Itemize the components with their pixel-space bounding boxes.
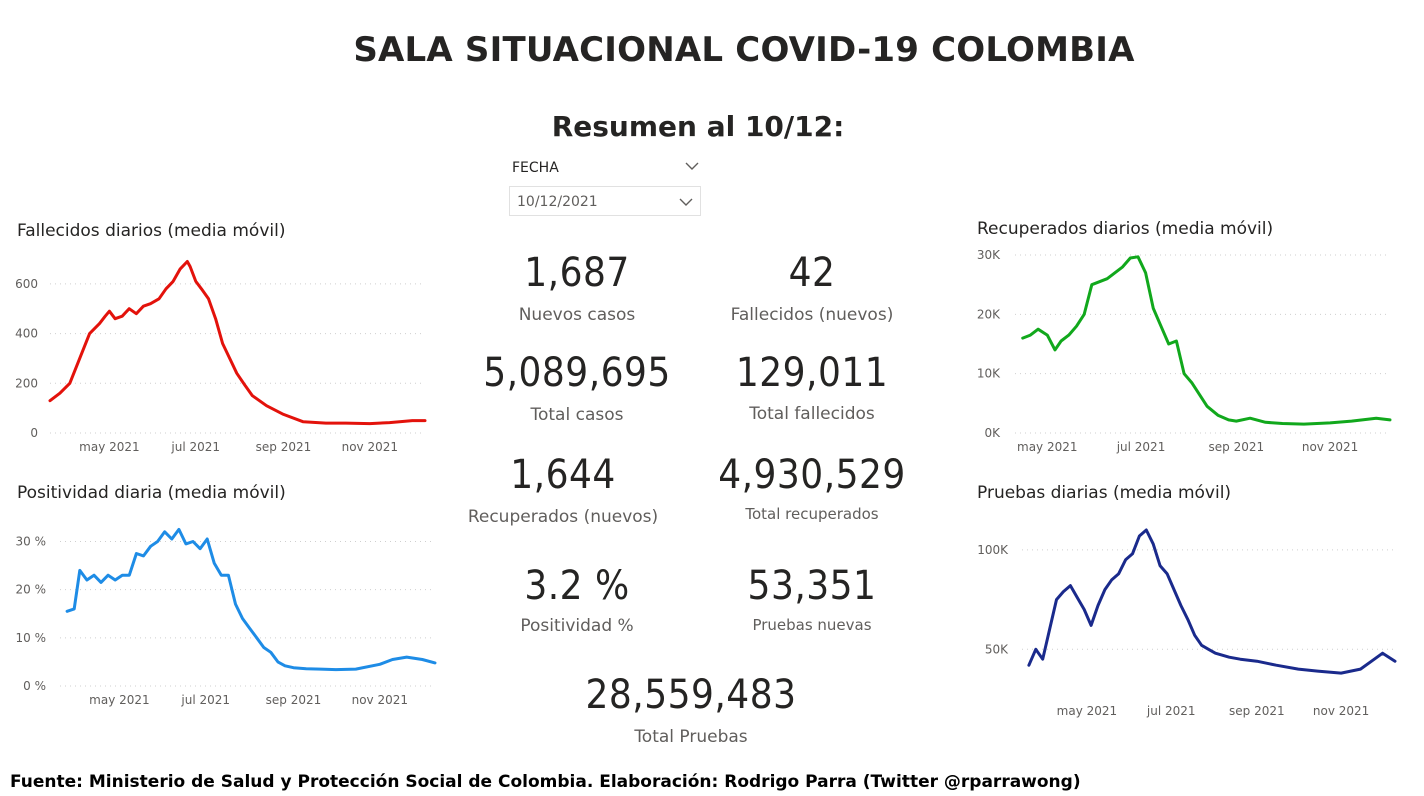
y-tick-label: 30 % <box>16 534 47 548</box>
y-tick-label: 200 <box>15 376 38 390</box>
date-slicer-value: 10/12/2021 <box>517 194 598 210</box>
series-line-pruebas <box>1027 528 1397 675</box>
kpi-total-recuperados-value: 4,930,529 <box>718 452 906 498</box>
chart-title-pruebas: Pruebas diarias (media móvil) <box>977 483 1232 503</box>
source-footer: Fuente: Ministerio de Salud y Protección… <box>10 772 1081 792</box>
kpi-fallecidos-nuevos-label: Fallecidos (nuevos) <box>730 305 894 325</box>
date-slicer-dropdown[interactable]: 10/12/2021 <box>509 186 701 216</box>
summary-subtitle: Resumen al 10/12: <box>551 110 845 143</box>
chart-positividad: 0 % 10 % 20 % 30 % may 2021 jul 2021 sep 2021 n… <box>16 527 437 707</box>
chevron-down-icon <box>679 198 693 206</box>
kpi-pruebas-nuevas-label: Pruebas nuevas <box>752 616 872 634</box>
chart-pruebas: 50K 100K may 2021 jul 2021 sep 2021 nov 2021 <box>977 528 1397 718</box>
x-tick-label: sep 2021 <box>256 440 312 454</box>
kpi-total-fallecidos-value: 129,011 <box>735 350 889 396</box>
x-tick-label: jul 2021 <box>180 693 230 707</box>
x-tick-label: sep 2021 <box>1209 440 1265 454</box>
date-slicer-label: FECHA <box>512 160 559 176</box>
x-tick-label: jul 2021 <box>1116 440 1166 454</box>
x-tick-label: nov 2021 <box>352 693 408 707</box>
y-tick-label: 0 <box>30 426 38 440</box>
series-line-recuperados <box>1021 255 1392 426</box>
y-tick-label: 0 % <box>23 679 46 693</box>
kpi-total-recuperados-label: Total recuperados <box>745 505 879 523</box>
y-tick-label: 10 % <box>16 631 47 645</box>
kpi-positividad-value: 3.2 % <box>524 563 630 609</box>
chevron-down-icon[interactable] <box>684 158 700 174</box>
kpi-total-fallecidos-label: Total fallecidos <box>749 404 875 424</box>
x-tick-label: may 2021 <box>1017 440 1077 454</box>
x-tick-label: may 2021 <box>89 693 150 707</box>
kpi-nuevos-casos-value: 1,687 <box>524 250 630 296</box>
chart-title-positividad: Positividad diaria (media móvil) <box>17 483 286 503</box>
y-tick-label: 20 % <box>16 583 47 597</box>
chart-title-fallecidos: Fallecidos diarios (media móvil) <box>17 221 286 241</box>
x-tick-label: nov 2021 <box>342 440 398 454</box>
y-tick-label: 10K <box>977 367 1001 381</box>
chart-fallecidos: 0 200 400 600 may 2021 jul 2021 sep 2021 nov 20… <box>15 260 427 454</box>
y-tick-label: 20K <box>977 307 1001 321</box>
x-tick-label: may 2021 <box>1057 704 1118 718</box>
x-tick-label: jul 2021 <box>1146 704 1196 718</box>
x-tick-label: sep 2021 <box>266 693 322 707</box>
x-tick-label: nov 2021 <box>1302 440 1358 454</box>
series-line-positividad <box>65 527 437 672</box>
kpi-recuperados-nuevos-label: Recuperados (nuevos) <box>467 507 659 527</box>
chart-recuperados: 0K 10K 20K 30K may 2021 jul 2021 sep 2021 nov 2… <box>977 248 1392 454</box>
kpi-nuevos-casos-label: Nuevos casos <box>518 305 636 325</box>
y-tick-label: 0K <box>984 426 1001 440</box>
x-tick-label: jul 2021 <box>170 440 220 454</box>
x-tick-label: may 2021 <box>79 440 140 454</box>
y-tick-label: 400 <box>15 327 38 341</box>
kpi-pruebas-nuevas-value: 53,351 <box>747 563 877 609</box>
kpi-total-casos-label: Total casos <box>530 405 624 425</box>
chart-title-recuperados: Recuperados diarios (media móvil) <box>977 219 1274 239</box>
x-tick-label: sep 2021 <box>1229 704 1285 718</box>
y-tick-label: 30K <box>977 248 1001 262</box>
y-tick-label: 600 <box>15 277 38 291</box>
y-tick-label: 100K <box>977 543 1009 557</box>
page-title: SALA SITUACIONAL COVID-19 COLOMBIA <box>353 30 1135 70</box>
series-line-fallecidos <box>48 260 427 426</box>
kpi-total-casos-value: 5,089,695 <box>483 350 671 396</box>
kpi-total-pruebas-value: 28,559,483 <box>585 672 797 718</box>
kpi-fallecidos-nuevos-value: 42 <box>788 250 836 296</box>
kpi-positividad-label: Positividad % <box>520 616 634 636</box>
kpi-recuperados-nuevos-value: 1,644 <box>510 452 616 498</box>
x-tick-label: nov 2021 <box>1313 704 1369 718</box>
kpi-total-pruebas-label: Total Pruebas <box>634 727 748 747</box>
y-tick-label: 50K <box>985 642 1009 656</box>
